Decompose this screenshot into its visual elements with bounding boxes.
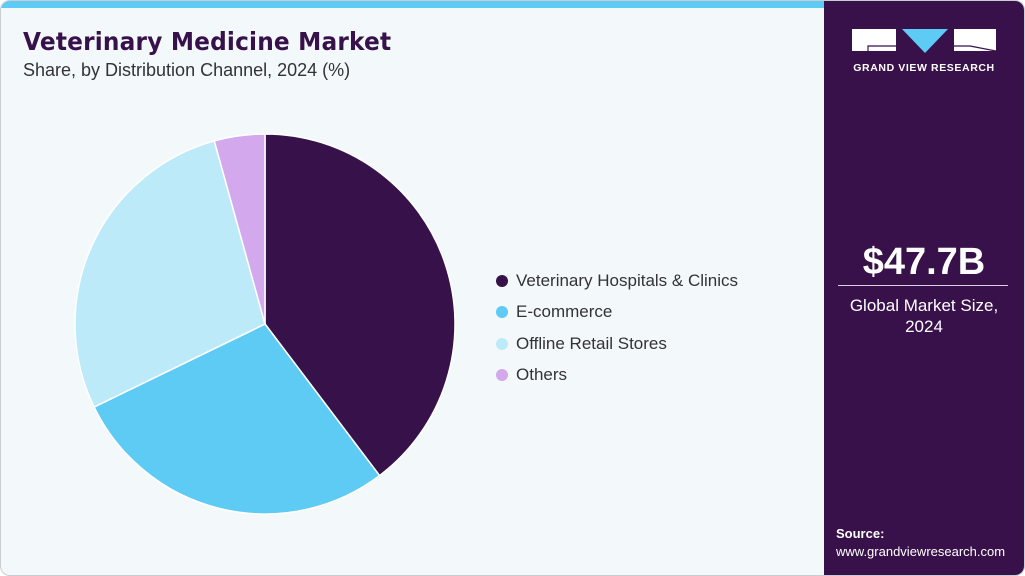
pie-slice-others: [213, 133, 266, 325]
pie-slice-e-commerce: [93, 323, 381, 515]
pie-slice-offline-retail-stores: [74, 139, 266, 409]
logo-text: GRAND VIEW RESEARCH: [853, 62, 995, 74]
legend-label: Veterinary Hospitals & Clinics: [516, 270, 739, 290]
market-size-label-line2: 2024: [905, 317, 943, 336]
market-size-label-line1: Global Market Size,: [849, 296, 999, 315]
legend-dot-icon: [496, 306, 508, 319]
chart-subtitle: Share, by Distribution Channel, 2024 (%): [23, 60, 351, 80]
accent-bar: [1, 1, 824, 8]
market-size-value: $47.7B: [862, 241, 986, 283]
pie-chart: [74, 133, 456, 515]
chart-title: Veterinary Medicine Market: [23, 27, 392, 56]
legend-label: E-commerce: [516, 302, 613, 322]
sidebar-panel: GRAND VIEW RESEARCH $47.7B Global Market…: [824, 1, 1024, 575]
legend-item-others: Others: [496, 360, 738, 392]
source-url: www.grandviewresearch.com: [836, 544, 1006, 559]
legend-item-offline-retail: Offline Retail Stores: [496, 328, 738, 360]
legend-item-ecommerce: E-commerce: [496, 297, 738, 329]
gvr-logo-icon: [852, 29, 996, 53]
source-title: Source:: [836, 526, 885, 541]
divider: [838, 285, 1008, 286]
legend-dot-icon: [496, 337, 508, 350]
legend-label: Others: [516, 365, 568, 385]
market-size-label: Global Market Size, 2024: [824, 295, 1024, 337]
legend-label: Offline Retail Stores: [516, 333, 667, 353]
legend-dot-icon: [496, 369, 508, 382]
legend-item-vet-hospitals: Veterinary Hospitals & Clinics: [496, 265, 738, 297]
chart-legend: Veterinary Hospitals & Clinics E-commerc…: [496, 265, 738, 391]
legend-dot-icon: [496, 274, 508, 287]
pie-slice-veterinary-hospitals-clinics: [264, 133, 456, 477]
